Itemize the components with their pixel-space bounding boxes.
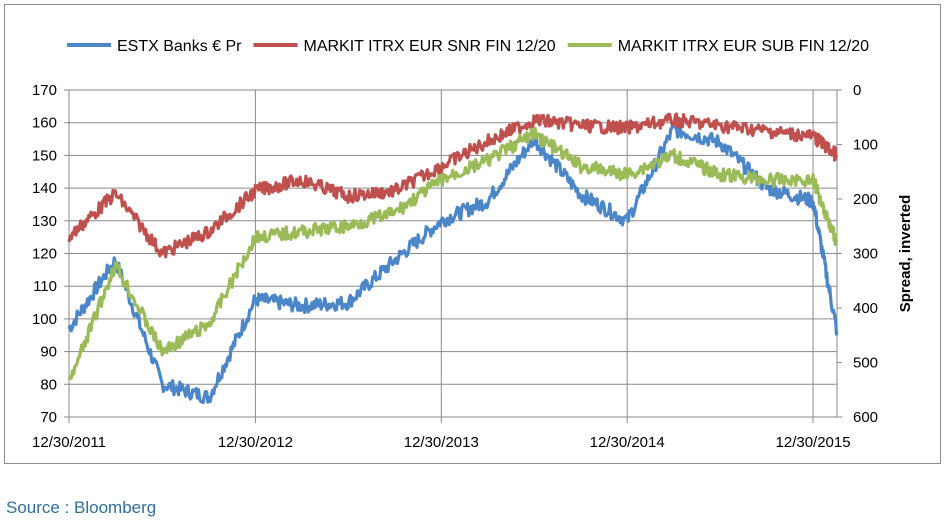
line-chart: 70 80 90 100 110 120 130 140 150 160 170 0 100 200 300… [32, 38, 914, 451]
x-tick-label: 12/30/2012 [218, 434, 293, 451]
legend-label-1: ESTX Banks € Pr [117, 38, 242, 55]
right-tick-label: 300 [853, 246, 878, 263]
left-tick-label: 160 [32, 115, 57, 132]
left-tick-label: 140 [32, 180, 57, 197]
left-tick-label: 130 [32, 213, 57, 230]
chart-frame: 70 80 90 100 110 120 130 140 150 160 170 0 100 200 300… [4, 4, 941, 464]
left-tick-label: 120 [32, 246, 57, 263]
left-tick-label: 150 [32, 147, 57, 164]
right-tick-label: 100 [853, 137, 878, 154]
left-tick-label: 100 [32, 311, 57, 328]
series-line-3 [67, 126, 839, 381]
x-tick-label: 12/30/2015 [776, 434, 851, 451]
right-tick-label: 200 [853, 191, 878, 208]
left-tick-label: 110 [33, 278, 57, 295]
left-tick-label: 80 [40, 376, 57, 393]
right-axis-title: Spread, inverted [897, 195, 914, 313]
left-tick-label: 170 [32, 82, 57, 99]
left-tick-label: 90 [40, 344, 57, 361]
left-tick-label: 70 [40, 409, 57, 426]
series-line-1 [67, 122, 839, 405]
right-tick-label: 500 [853, 355, 878, 372]
x-tick-label: 12/30/2014 [590, 434, 665, 451]
right-tick-label: 400 [853, 300, 878, 317]
x-tick-label: 12/30/2011 [32, 434, 106, 451]
right-tick-label: 0 [853, 82, 861, 99]
x-tick-label: 12/30/2013 [404, 434, 479, 451]
legend-label-3: MARKIT ITRX EUR SUB FIN 12/20 [618, 38, 869, 55]
series-line-2 [67, 112, 839, 259]
legend-label-2: MARKIT ITRX EUR SNR FIN 12/20 [304, 38, 556, 55]
right-tick-label: 600 [853, 409, 878, 426]
source-note: Source : Bloomberg [6, 498, 157, 517]
